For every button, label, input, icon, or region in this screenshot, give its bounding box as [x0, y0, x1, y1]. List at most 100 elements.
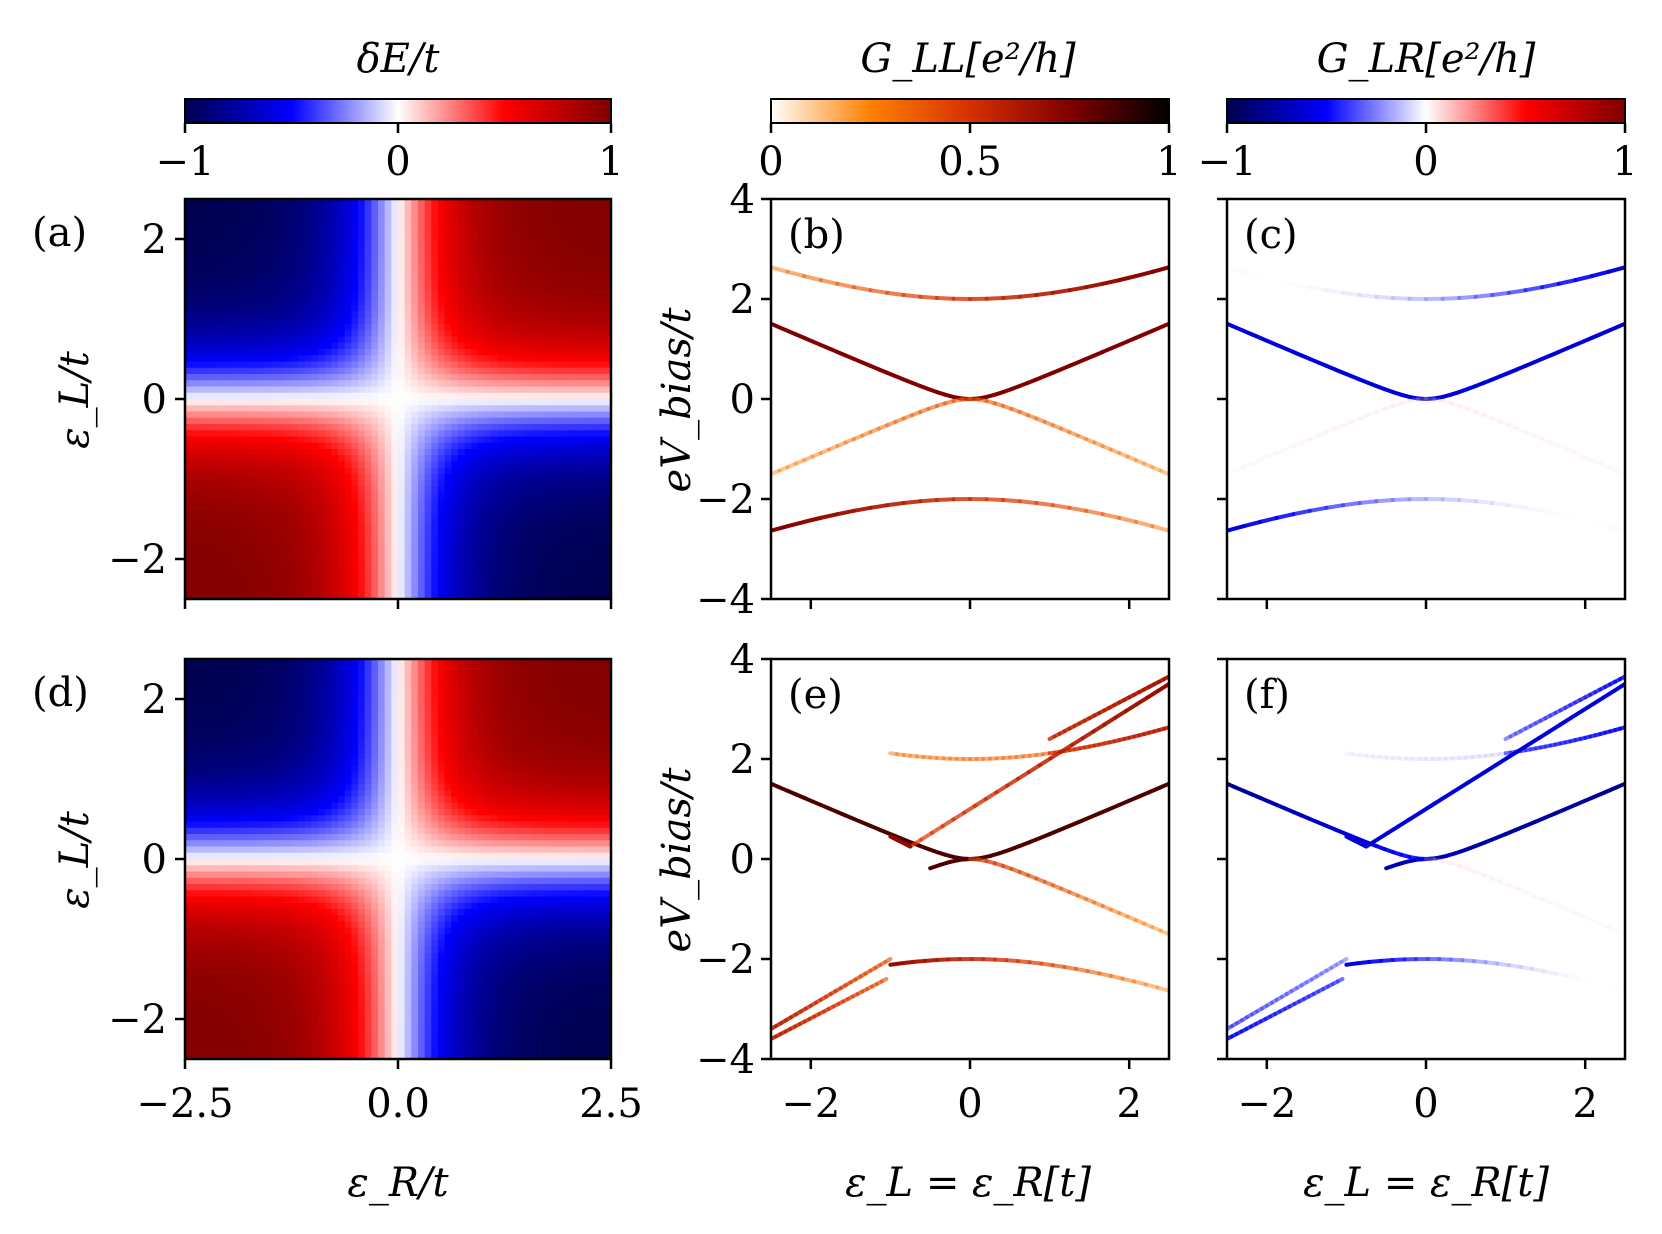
- heatmap-cell: [224, 274, 233, 281]
- heatmap-cell: [524, 386, 532, 394]
- heatmap-cell: [238, 827, 246, 835]
- heatmap-cell: [191, 977, 199, 985]
- heatmap-cell: [278, 567, 286, 575]
- heatmap-cell: [477, 374, 486, 381]
- heatmap-cell: [185, 305, 193, 313]
- heatmap-cell: [404, 505, 412, 513]
- heatmap-cell: [604, 511, 612, 519]
- heatmap-cell: [477, 399, 486, 406]
- heatmap-cell: [437, 542, 446, 550]
- heatmap-cell: [577, 267, 585, 275]
- heatmap-cell: [244, 261, 253, 269]
- heatmap-cell: [224, 492, 233, 500]
- heatmap-cell: [278, 449, 286, 456]
- heatmap-cell: [218, 684, 226, 691]
- heatmap-cell: [258, 211, 266, 219]
- heatmap-cell: [431, 567, 439, 575]
- heatmap-cell: [544, 317, 552, 325]
- heatmap-cell: [444, 199, 452, 206]
- heatmap-cell: [218, 777, 226, 785]
- heatmap-cell: [185, 1052, 193, 1060]
- heatmap-cell: [211, 217, 219, 225]
- heatmap-cell: [597, 542, 605, 550]
- heatmap-cell: [231, 449, 239, 456]
- heatmap-cell: [597, 217, 605, 225]
- heatmap-cell: [264, 349, 273, 356]
- heatmap-cell: [497, 242, 506, 250]
- heatmap-cell: [464, 555, 472, 563]
- heatmap-cell: [271, 236, 279, 244]
- heatmap-cell: [531, 224, 539, 231]
- heatmap-cell: [371, 399, 379, 406]
- heatmap-cell: [437, 230, 446, 238]
- heatmap-cell: [258, 317, 266, 325]
- heatmap-cell: [471, 474, 479, 481]
- heatmap-cell: [198, 802, 206, 810]
- heatmap-cell: [504, 467, 512, 475]
- heatmap-cell: [464, 261, 472, 269]
- heatmap-cell: [191, 542, 199, 550]
- heatmap-cell: [557, 449, 566, 456]
- heatmap-cell: [224, 467, 233, 475]
- heatmap-cell: [204, 934, 213, 941]
- heatmap-cell: [224, 217, 233, 225]
- heatmap-cell: [378, 305, 386, 313]
- heatmap-cell: [284, 530, 293, 538]
- heatmap-cell: [231, 1027, 239, 1035]
- heatmap-cell: [231, 361, 239, 369]
- heatmap-cell: [185, 455, 193, 463]
- heatmap-cell: [304, 511, 313, 519]
- curve-segment: [1332, 423, 1346, 431]
- heatmap-cell: [304, 361, 313, 369]
- heatmap-cell: [557, 567, 566, 575]
- heatmap-cell: [504, 567, 512, 575]
- heatmap-cell: [557, 317, 566, 325]
- heatmap-cell: [331, 449, 339, 456]
- heatmap-cell: [371, 274, 379, 281]
- heatmap-cell: [597, 205, 605, 213]
- heatmap-cell: [491, 480, 499, 488]
- heatmap-cell: [218, 1027, 226, 1035]
- heatmap-cell: [424, 217, 432, 225]
- heatmap-cell: [491, 555, 499, 563]
- heatmap-cell: [444, 492, 452, 500]
- heatmap-cell: [211, 442, 219, 450]
- heatmap-cell: [437, 236, 446, 244]
- heatmap-cell: [291, 324, 299, 331]
- heatmap-cell: [358, 505, 366, 513]
- heatmap-cell: [351, 311, 359, 319]
- heatmap-cell: [444, 280, 452, 288]
- heatmap-cell: [444, 380, 452, 388]
- heatmap-cell: [391, 274, 399, 281]
- heatmap-cell: [398, 580, 406, 588]
- heatmap-cell: [211, 242, 219, 250]
- heatmap-cell: [351, 542, 359, 550]
- curve-segment: [1291, 440, 1304, 449]
- heatmap-cell: [564, 549, 572, 556]
- heatmap-cell: [557, 255, 566, 263]
- heatmap-cell: [584, 286, 592, 294]
- heatmap-cell: [457, 461, 466, 469]
- heatmap-cell: [251, 274, 259, 281]
- heatmap-cell: [364, 311, 372, 319]
- heatmap-cell: [204, 665, 213, 673]
- heatmap-cell: [471, 561, 479, 569]
- heatmap-cell: [291, 267, 299, 275]
- heatmap-cell: [364, 574, 372, 581]
- heatmap-cell: [344, 549, 353, 556]
- heatmap-cell: [404, 224, 412, 231]
- heatmap-cell: [185, 665, 193, 673]
- heatmap-cell: [311, 449, 319, 456]
- heatmap-cell: [431, 505, 439, 513]
- heatmap-cell: [191, 424, 199, 431]
- heatmap-cell: [224, 752, 233, 760]
- heatmap-cell: [464, 280, 472, 288]
- heatmap-cell: [358, 355, 366, 363]
- heatmap-cell: [604, 317, 612, 325]
- heatmap-cell: [198, 580, 206, 588]
- heatmap-cell: [251, 280, 259, 288]
- heatmap-cell: [224, 1002, 233, 1010]
- heatmap-cell: [564, 405, 572, 413]
- heatmap-cell: [604, 299, 612, 306]
- heatmap-cell: [597, 524, 605, 531]
